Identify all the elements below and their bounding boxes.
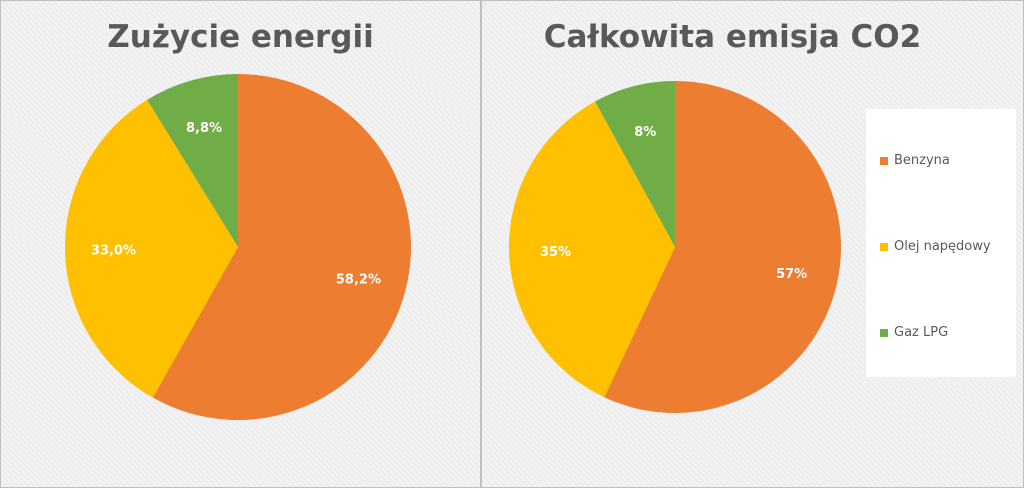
slice-label-lpg: 8,8% (186, 121, 222, 136)
pie-slice-benzyna (152, 74, 411, 420)
chart-co2-panel: Całkowita emisja CO2 57% 35% 8% Benzyna Ol… (481, 0, 1024, 488)
slice-label-lpg: 8% (634, 125, 656, 140)
slice-label-benzyna: 58,2% (336, 273, 381, 288)
pie-slice-lpg (595, 81, 675, 247)
slice-label-olej: 33,0% (91, 243, 136, 258)
legend-swatch-benzyna (880, 156, 888, 165)
legend-item-lpg: Gaz LPG (880, 325, 948, 340)
chart-title-energy: Zużycie energii (107, 19, 374, 55)
legend-swatch-olej (880, 242, 888, 251)
pie-slice-olej (64, 99, 238, 398)
legend-item-benzyna: Benzyna (880, 153, 950, 168)
legend-swatch-lpg (880, 328, 888, 337)
pie-chart-energy: 58,2% 33,0% 8,8% (64, 74, 411, 420)
chart-title-co2: Całkowita emisja CO2 (543, 19, 922, 55)
pie-slice-lpg (147, 74, 238, 247)
legend-label-benzyna: Benzyna (894, 153, 950, 168)
pie-chart-co2: 57% 35% 8% (509, 81, 842, 413)
legend-item-olej: Olej napędowy (880, 239, 991, 254)
legend-label-olej: Olej napędowy (894, 239, 991, 254)
legend-label-lpg: Gaz LPG (894, 325, 949, 340)
slice-label-olej: 35% (540, 245, 571, 260)
slice-label-benzyna: 57% (776, 267, 807, 282)
chart-energy-panel: Zużycie energii 58,2% 33,0% 8,8% (0, 0, 481, 488)
legend: Benzyna Olej napędowy Gaz LPG (866, 109, 1016, 377)
pie-slice-olej (509, 101, 675, 398)
pie-slice-benzyna (604, 81, 842, 413)
